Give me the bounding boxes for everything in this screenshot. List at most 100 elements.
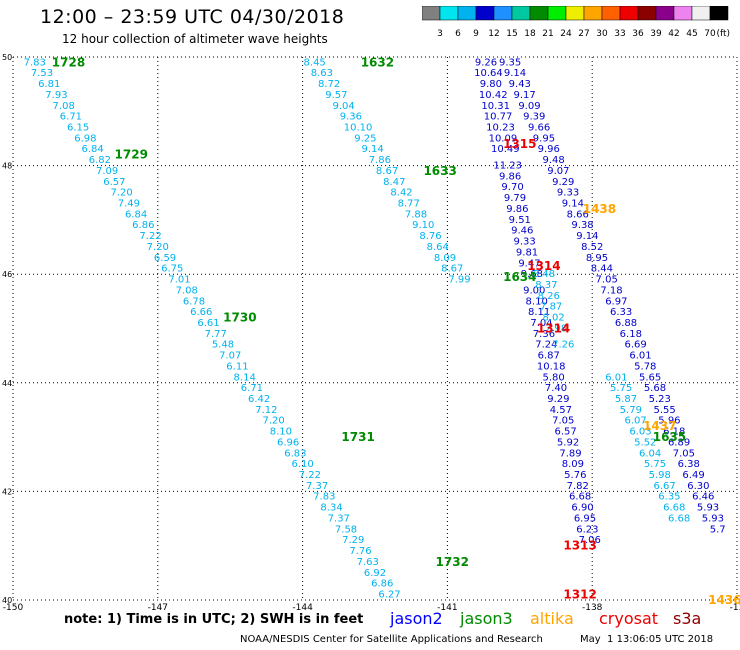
wave-height-value: 7.04 [530, 318, 552, 329]
scale-label: 18 [524, 29, 536, 39]
wave-height-value: 9.38 [571, 220, 593, 231]
wave-height-value: 5.23 [649, 394, 671, 405]
wave-height-value: 9.48 [542, 155, 564, 166]
wave-height-value: 7.20 [263, 416, 285, 427]
track-1632-1732-group: 8.458.638.729.579.049.3610.109.259.147.8… [304, 57, 471, 285]
wave-height-value: 5.93 [697, 503, 719, 514]
wave-height-value: 9.80 [480, 79, 502, 90]
scale-label: 24 [560, 29, 572, 39]
wave-height-value: 8.37 [535, 280, 557, 291]
color-scale-legend: 3 6 9 12 15 18 21 24 27 30 33 36 39 42 45 70 (ft) [422, 6, 730, 39]
wave-height-value: 7.40 [545, 383, 567, 394]
scale-label: 30 [596, 29, 608, 39]
wave-height-value: 9.57 [325, 90, 347, 101]
wave-height-value: 7.05 [596, 275, 618, 286]
wave-height-value: 6.59 [154, 253, 176, 264]
wave-height-value: 9.86 [506, 204, 528, 215]
wave-height-value: 6.68 [569, 492, 591, 503]
wave-height-value: 7.29 [342, 535, 364, 546]
wave-height-value: 5.7 [710, 524, 726, 535]
wave-height-value: 8.11 [528, 307, 550, 318]
x-tick-label: -147 [148, 603, 168, 613]
track-1314-1313-group: 8.488.378.267.878.027.987.266.015.755.87… [533, 269, 690, 524]
wave-height-value: 6.82 [89, 155, 111, 166]
wave-height-value: 9.47 [518, 258, 540, 269]
track-1438-1436-group: 9.359.149.439.179.099.399.669.959.969.48… [499, 57, 726, 535]
y-tick-label: 42 [2, 487, 12, 496]
wave-height-value: 7.83 [313, 492, 335, 503]
wave-height-value: 9.43 [509, 79, 531, 90]
pass-id-label: 1315 [503, 137, 536, 151]
wave-height-value: 6.35 [658, 492, 680, 503]
wave-height-value: 5.93 [702, 513, 724, 524]
wave-height-value: 6.97 [605, 296, 627, 307]
wave-height-value: 9.68 [521, 269, 543, 280]
x-tick-label: -144 [292, 603, 313, 613]
wave-height-value: 5.92 [557, 437, 579, 448]
wave-height-value: 7.22 [139, 231, 161, 242]
scale-label: 39 [650, 29, 662, 39]
y-tick-label: 44 [2, 379, 12, 388]
wave-height-value: 9.09 [518, 101, 540, 112]
wave-height-value: 8.76 [419, 231, 441, 242]
wave-height-value: 7.99 [448, 275, 470, 286]
scale-unit: (ft) [716, 29, 730, 39]
pass-id-label: 1632 [361, 55, 394, 69]
wave-height-value: 7.89 [559, 448, 581, 459]
wave-height-value: 6.81 [38, 79, 60, 90]
y-tick-label: 50 [2, 53, 12, 62]
wave-height-value: 6.88 [615, 318, 637, 329]
wave-height-value: 7.22 [299, 470, 321, 481]
wave-height-value: 6.71 [60, 112, 82, 123]
wave-height-value: 9.70 [501, 182, 523, 193]
wave-height-value: 7.20 [147, 242, 169, 253]
wave-height-value: 9.39 [523, 112, 545, 123]
scale-label: 42 [668, 29, 679, 39]
scale-label: 12 [488, 29, 499, 39]
legend-jason2: jason2 [390, 609, 443, 628]
wave-height-value: 7.58 [335, 524, 357, 535]
pass-id-label: 1730 [223, 311, 256, 325]
wave-height-value: 7.06 [579, 535, 601, 546]
wave-height-value: 9.25 [354, 133, 376, 144]
wave-height-value: 9.33 [557, 188, 579, 199]
track-1728-1731-group: 7.837.536.817.937.086.716.156.986.846.82… [24, 57, 401, 600]
wave-height-value: 6.98 [74, 133, 96, 144]
wave-height-value: 6.86 [371, 579, 393, 590]
wave-height-value: 8.10 [270, 427, 292, 438]
legend-s3a: s3a [673, 609, 702, 628]
wave-height-value: 9.00 [523, 285, 545, 296]
wave-height-value: 6.57 [103, 177, 125, 188]
wave-height-value: 6.49 [682, 470, 704, 481]
wave-height-value: 4.57 [550, 405, 572, 416]
wave-height-value: 8.52 [581, 242, 603, 253]
pass-id-label: 1729 [115, 148, 148, 162]
pass-id-label: 1438 [583, 202, 616, 216]
wave-height-value: 6.18 [620, 329, 642, 340]
wave-height-value: 6.03 [629, 427, 651, 438]
wave-height-value: 9.81 [516, 247, 538, 258]
wave-height-value: 6.18 [663, 427, 685, 438]
pass-id-label: 1312 [563, 588, 596, 602]
wave-height-value: 7.12 [255, 405, 277, 416]
wave-height-value: 9.17 [513, 90, 535, 101]
wave-height-value: 6.96 [277, 437, 299, 448]
pass-id-label: 1437 [643, 419, 676, 433]
wave-height-value: 7.98 [545, 323, 567, 334]
wave-height-value: 9.79 [504, 193, 526, 204]
wave-height-value: 7.87 [540, 302, 562, 313]
wave-height-value: 6.84 [82, 144, 104, 155]
wave-height-value: 8.48 [533, 269, 555, 280]
wave-height-value: 6.23 [576, 524, 598, 535]
wave-height-value: 7.63 [357, 557, 379, 568]
pass-id-label: 1633 [423, 164, 456, 178]
y-tick-label: 40 [2, 596, 12, 605]
wave-height-value: 8.09 [562, 459, 584, 470]
x-tick-label: -150 [3, 603, 24, 613]
wave-height-value: 9.14 [504, 68, 526, 79]
wave-height-value: 7.05 [673, 448, 695, 459]
wave-height-value: 8.10 [526, 296, 548, 307]
y-tick-label: 48 [2, 162, 12, 171]
wave-height-value: 7.77 [205, 329, 227, 340]
